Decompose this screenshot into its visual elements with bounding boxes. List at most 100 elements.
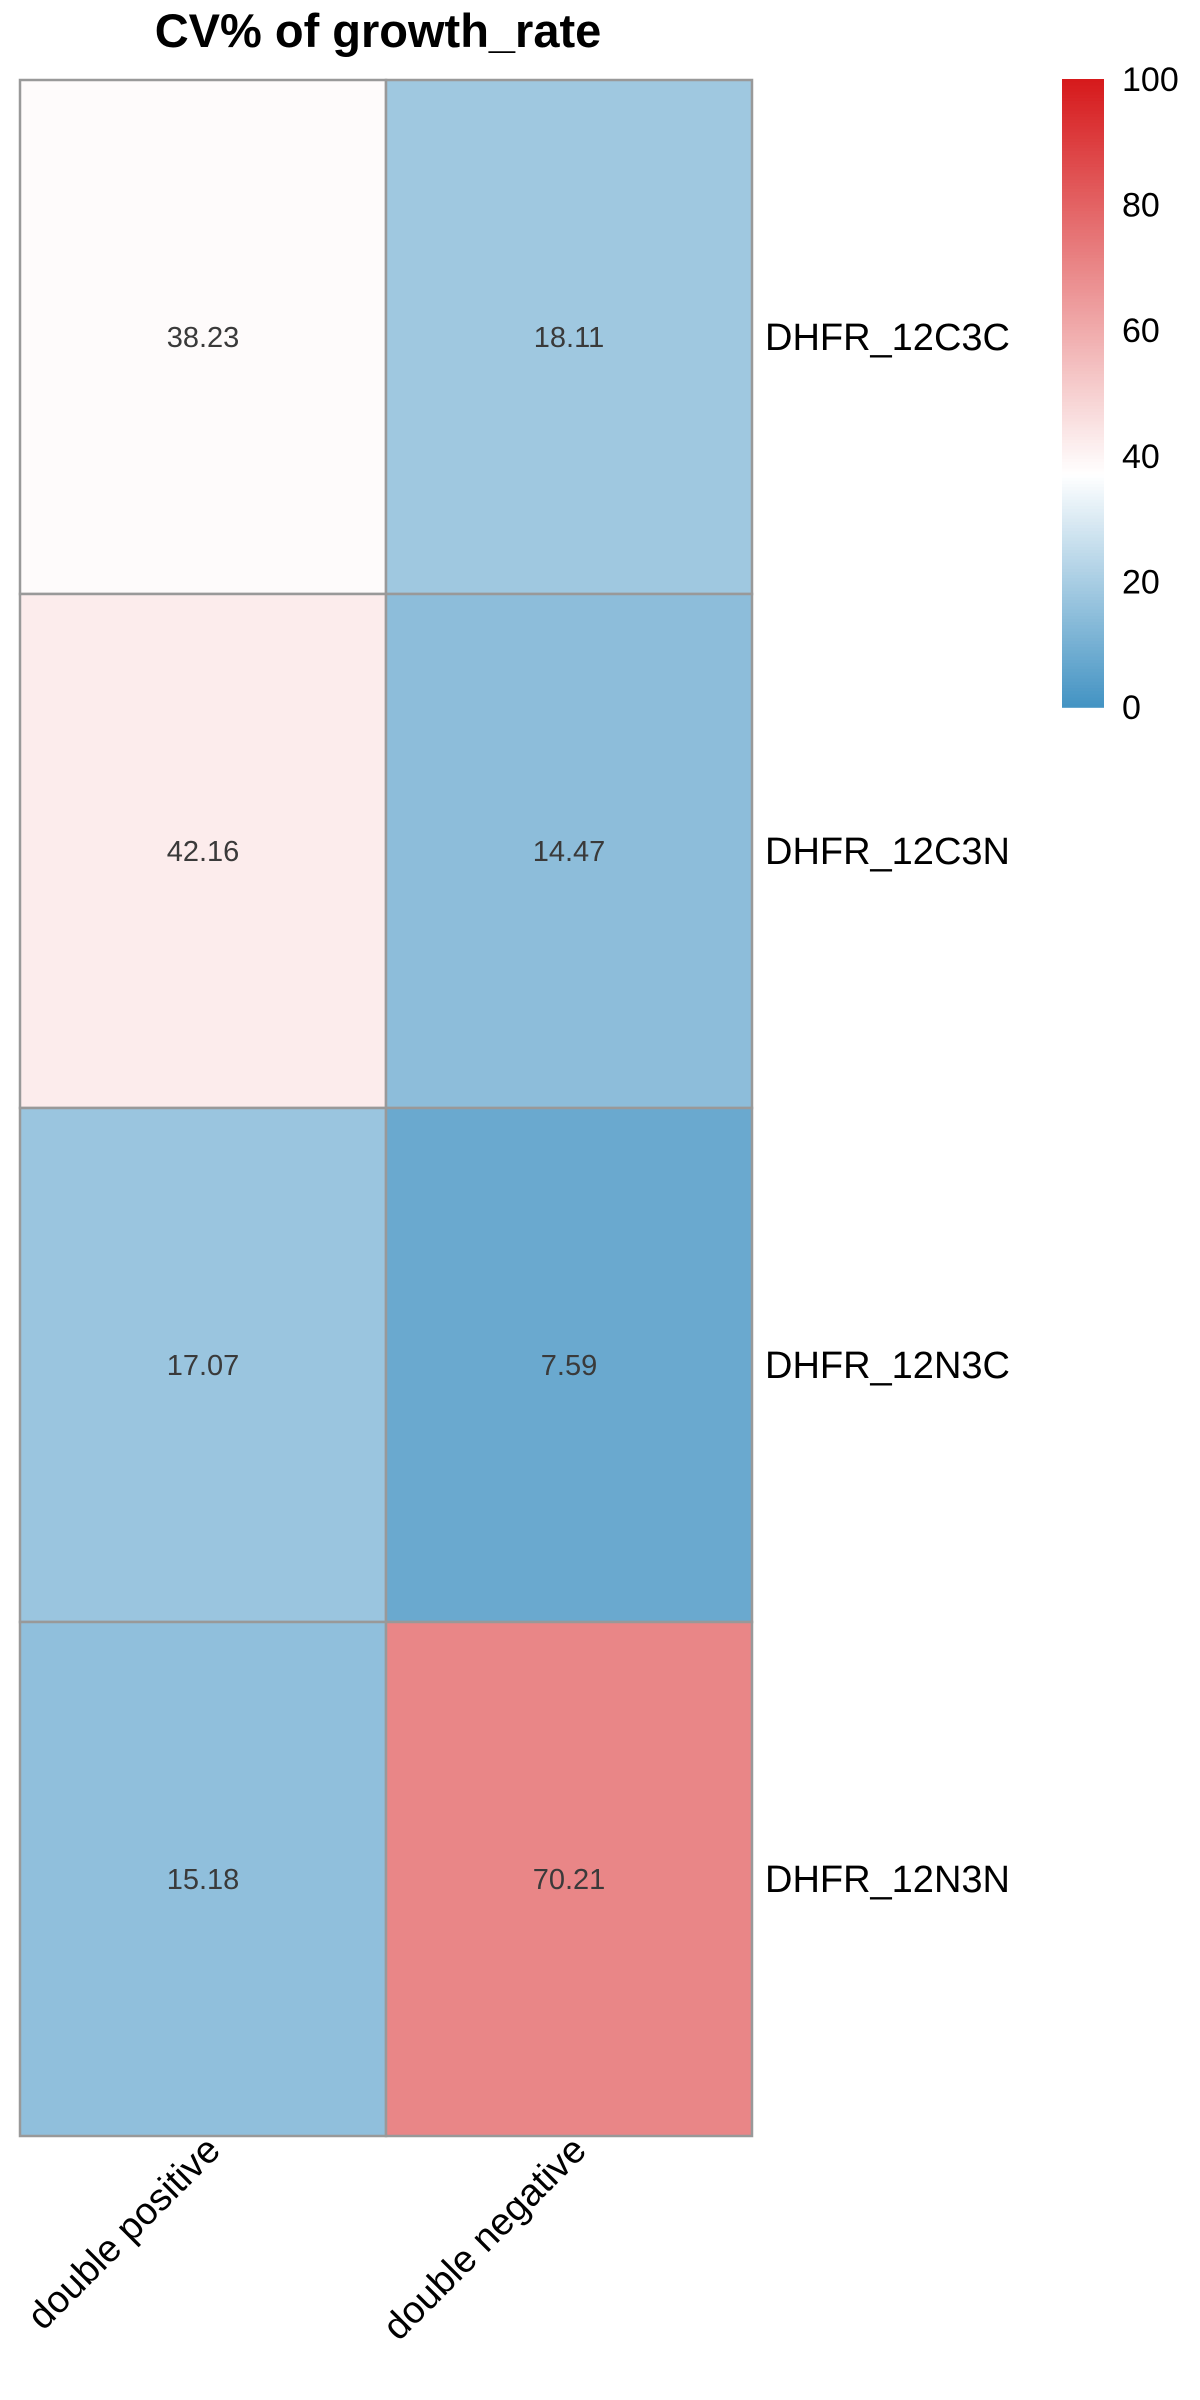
legend-gradient-segment xyxy=(1062,236,1104,240)
legend-gradient-segment xyxy=(1062,122,1104,127)
legend-gradient-segment xyxy=(1062,377,1104,382)
legend-gradient-segment xyxy=(1062,458,1104,463)
legend-gradient-segment xyxy=(1062,581,1104,586)
heatmap-cell xyxy=(384,1620,754,2138)
legend-gradient-segment xyxy=(1062,528,1104,532)
legend-gradient-segment xyxy=(1062,393,1104,397)
legend-gradient-segment xyxy=(1062,223,1104,228)
legend-gradient-segment xyxy=(1062,217,1104,222)
legend-gradient-segment xyxy=(1062,559,1104,564)
legend-gradient-segment xyxy=(1062,289,1104,294)
cell-value-label: 14.47 xyxy=(533,836,606,868)
legend-gradient-segment xyxy=(1062,261,1104,266)
legend-gradient-segment xyxy=(1062,82,1104,87)
legend-gradient-segment xyxy=(1062,308,1104,313)
legend-gradient-segment xyxy=(1062,232,1104,237)
legend-gradient-segment xyxy=(1062,355,1104,360)
legend-gradient-segment xyxy=(1062,104,1104,109)
legend-gradient-segment xyxy=(1062,619,1104,624)
legend-gradient-segment xyxy=(1062,502,1104,507)
legend-gradient-segment xyxy=(1062,144,1104,149)
row-label: DHFR_12N3N xyxy=(765,1859,1010,1901)
legend-gradient-segment xyxy=(1062,405,1104,410)
legend-gradient-segment xyxy=(1062,176,1104,181)
legend-gradient-segment xyxy=(1062,100,1104,105)
legend-gradient-segment xyxy=(1062,273,1104,278)
legend-gradient-segment xyxy=(1062,681,1104,686)
legend-gradient-segment xyxy=(1062,493,1104,498)
legend-gradient-segment xyxy=(1062,286,1104,291)
legend-gradient-segment xyxy=(1062,327,1104,331)
legend-gradient-segment xyxy=(1062,305,1104,310)
legend-gradient-segment xyxy=(1062,201,1104,206)
legend-gradient-segment xyxy=(1062,462,1104,467)
legend-gradient-segment xyxy=(1062,691,1104,696)
row-label: DHFR_12C3N xyxy=(765,831,1010,873)
row-label: DHFR_12C3C xyxy=(765,317,1010,359)
legend-gradient-segment xyxy=(1062,402,1104,407)
column-labels: double positive double negative xyxy=(20,2129,595,2348)
legend-gradient-segment xyxy=(1062,91,1104,96)
legend-gradient-segment xyxy=(1062,430,1104,435)
legend-gradient-segment xyxy=(1062,279,1104,284)
legend-gradient-segment xyxy=(1062,443,1104,448)
legend-gradient-segment xyxy=(1062,138,1104,143)
legend-gradient-segment xyxy=(1062,229,1104,234)
legend-gradient-segment xyxy=(1062,641,1104,645)
legend-gradient-segment xyxy=(1062,195,1104,200)
legend-gradient-segment xyxy=(1062,248,1104,253)
legend-gradient-segment xyxy=(1062,198,1104,203)
legend-gradient-segment xyxy=(1062,148,1104,153)
legend-tick-label: 20 xyxy=(1122,563,1160,601)
legend-gradient-segment xyxy=(1062,512,1104,517)
cell-value-label: 38.23 xyxy=(167,322,240,354)
legend-gradient-segment xyxy=(1062,207,1104,212)
legend-gradient-segment xyxy=(1062,292,1104,297)
legend-gradient-segment xyxy=(1062,571,1104,576)
legend-gradient-segment xyxy=(1062,653,1104,658)
legend-gradient-segment xyxy=(1062,587,1104,592)
legend-gradient-segment xyxy=(1062,110,1104,115)
legend-gradient-segment xyxy=(1062,612,1104,617)
chart-title: CV% of growth_rate xyxy=(155,4,602,57)
legend-gradient-segment xyxy=(1062,597,1104,602)
legend-gradient-segment xyxy=(1062,418,1104,423)
legend-gradient-segment xyxy=(1062,151,1104,156)
legend-gradient-segment xyxy=(1062,214,1104,218)
legend-gradient-segment xyxy=(1062,342,1104,347)
legend-gradient-segment xyxy=(1062,650,1104,655)
legend-gradient-segment xyxy=(1062,550,1104,554)
legend-gradient-segment xyxy=(1062,267,1104,272)
legend-gradient-segment xyxy=(1062,116,1104,121)
legend-gradient-segment xyxy=(1062,386,1104,391)
legend-gradient-segment xyxy=(1062,688,1104,693)
legend-gradient-segment xyxy=(1062,480,1104,485)
legend-gradient-segment xyxy=(1062,518,1104,523)
heatmap-cell xyxy=(384,78,754,596)
legend-gradient-segment xyxy=(1062,107,1104,112)
legend-gradient-segment xyxy=(1062,506,1104,510)
legend-gradient-segment xyxy=(1062,179,1104,184)
heatmap-cell xyxy=(18,1106,388,1624)
legend-gradient-segment xyxy=(1062,399,1104,404)
heatmap-cells xyxy=(18,78,754,2138)
legend-gradient-segment xyxy=(1062,468,1104,473)
legend-gradient-segment xyxy=(1062,371,1104,375)
legend-gradient-segment xyxy=(1062,578,1104,583)
legend-gradient-segment xyxy=(1062,126,1104,131)
legend-gradient-segment xyxy=(1062,622,1104,627)
legend-tick-label: 100 xyxy=(1122,61,1179,99)
legend-gradient-segment xyxy=(1062,254,1104,259)
cell-value-label: 17.07 xyxy=(167,1350,240,1382)
legend-gradient-segment xyxy=(1062,317,1104,322)
legend-gradient-segment xyxy=(1062,487,1104,492)
heatmap-cell xyxy=(18,78,388,596)
legend-gradient-segment xyxy=(1062,170,1104,174)
legend-gradient-segment xyxy=(1062,94,1104,99)
legend-gradient-segment xyxy=(1062,97,1104,102)
legend-gradient-segment xyxy=(1062,440,1104,445)
legend-gradient-segment xyxy=(1062,568,1104,573)
column-label: double positive xyxy=(20,2129,229,2338)
row-label: DHFR_12N3C xyxy=(765,1345,1010,1387)
